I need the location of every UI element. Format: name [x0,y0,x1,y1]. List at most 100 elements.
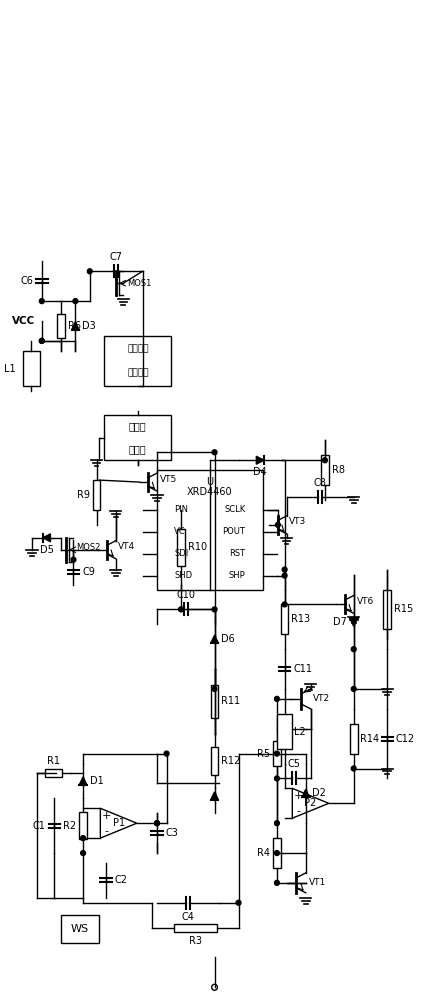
Circle shape [155,821,160,826]
Text: PIN: PIN [174,505,188,514]
Text: R11: R11 [221,696,240,706]
Text: D3: D3 [82,321,96,331]
Text: C6: C6 [20,276,33,286]
Circle shape [73,299,78,304]
Text: C7: C7 [110,252,123,262]
Circle shape [40,299,44,304]
Circle shape [40,338,44,343]
Circle shape [212,686,217,691]
Text: U: U [206,477,213,487]
Text: C4: C4 [182,912,195,922]
Circle shape [282,567,287,572]
Text: SHD: SHD [174,571,192,580]
Text: R2: R2 [63,821,76,831]
FancyBboxPatch shape [273,741,281,766]
Text: C3: C3 [165,828,179,838]
Circle shape [155,821,160,826]
Text: D1: D1 [90,776,104,786]
Circle shape [352,686,356,691]
FancyBboxPatch shape [23,351,40,386]
Circle shape [282,602,287,607]
Text: D6: D6 [221,634,235,644]
Text: L1: L1 [4,364,16,374]
FancyBboxPatch shape [277,714,292,749]
Polygon shape [211,792,218,800]
Circle shape [274,776,280,781]
Polygon shape [72,322,79,330]
Text: 波电路: 波电路 [129,444,147,454]
Text: R15: R15 [394,604,413,614]
FancyBboxPatch shape [273,838,281,868]
Text: SDI: SDI [174,549,189,558]
Text: -: - [104,826,108,836]
FancyBboxPatch shape [45,769,62,777]
Circle shape [164,751,169,756]
Text: C2: C2 [115,875,128,885]
Text: VT3: VT3 [289,517,306,526]
FancyBboxPatch shape [104,336,171,386]
Text: C12: C12 [396,734,415,744]
Circle shape [71,557,76,562]
Text: SCLK: SCLK [224,505,245,514]
Text: VT1: VT1 [309,878,326,887]
Polygon shape [211,635,218,643]
Text: POUT: POUT [222,527,245,536]
Circle shape [282,573,287,578]
FancyBboxPatch shape [177,529,185,566]
Text: R4: R4 [257,848,270,858]
Text: SHP: SHP [229,571,245,580]
Text: L2: L2 [294,727,306,737]
FancyBboxPatch shape [104,415,171,460]
FancyBboxPatch shape [384,589,391,629]
Text: VC: VC [174,527,186,536]
Polygon shape [350,618,357,626]
FancyBboxPatch shape [79,812,87,839]
Circle shape [274,821,280,826]
Text: R14: R14 [360,734,380,744]
Text: R3: R3 [189,936,202,946]
Text: R8: R8 [332,465,345,475]
Text: VT6: VT6 [357,597,374,606]
FancyBboxPatch shape [281,604,288,634]
FancyBboxPatch shape [174,924,217,932]
Text: 高通滤: 高通滤 [129,422,147,432]
Text: C9: C9 [82,567,95,577]
Circle shape [352,766,356,771]
Circle shape [322,458,328,463]
Text: VT4: VT4 [117,542,135,551]
Circle shape [236,900,241,905]
Circle shape [274,880,280,885]
Text: VT5: VT5 [160,475,177,484]
Circle shape [274,751,280,756]
FancyBboxPatch shape [321,455,329,485]
Circle shape [179,607,184,612]
Circle shape [81,851,85,856]
FancyBboxPatch shape [57,314,65,338]
Text: P2: P2 [304,798,317,808]
Polygon shape [79,777,87,785]
Text: R5: R5 [257,749,270,759]
Text: R10: R10 [188,542,207,552]
Text: XRD4460: XRD4460 [187,487,232,497]
Text: +: + [293,791,303,801]
Text: MOS1: MOS1 [127,279,152,288]
FancyBboxPatch shape [157,470,263,589]
FancyBboxPatch shape [61,915,99,943]
Text: C10: C10 [176,590,195,600]
Text: C11: C11 [293,664,312,674]
Circle shape [88,269,92,274]
Text: +: + [101,811,111,821]
Text: MOS2: MOS2 [76,543,101,552]
Circle shape [274,696,280,701]
Circle shape [81,836,85,841]
Text: RST: RST [229,549,245,558]
Circle shape [274,851,280,856]
Text: R13: R13 [291,614,310,624]
Polygon shape [256,456,264,464]
Text: VT2: VT2 [313,694,330,703]
Circle shape [212,450,217,455]
Text: D7: D7 [333,617,347,627]
Polygon shape [302,789,309,797]
FancyBboxPatch shape [93,480,100,510]
Text: C5: C5 [287,759,300,769]
